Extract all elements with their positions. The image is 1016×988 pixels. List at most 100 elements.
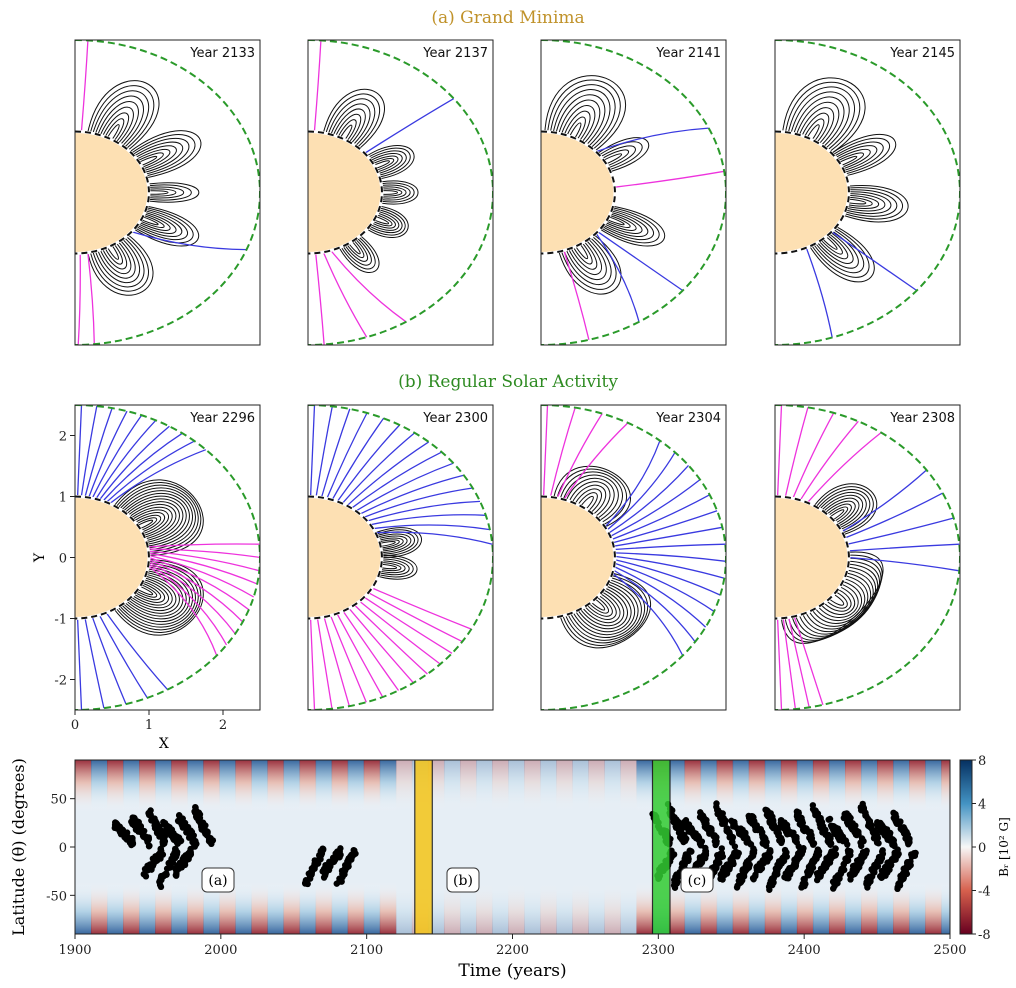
open-field-line	[348, 607, 414, 684]
open-field-line	[368, 592, 463, 643]
sunspot-cluster	[203, 828, 210, 835]
closed-field-line	[148, 190, 169, 195]
closed-field-line	[139, 213, 171, 231]
closed-field-line	[836, 148, 871, 170]
closed-field-line	[381, 184, 411, 201]
sunspot-cluster	[738, 873, 745, 880]
closed-field-line	[330, 103, 371, 145]
polar-field-stripe	[540, 760, 557, 934]
closed-field-line	[559, 572, 652, 649]
closed-field-line	[335, 113, 362, 143]
field-panel	[308, 405, 493, 710]
sunspot-cluster	[330, 858, 338, 865]
sunspot-cluster	[899, 827, 906, 834]
closed-field-line	[121, 566, 193, 625]
open-field-line	[336, 424, 401, 502]
closed-field-line	[575, 585, 632, 633]
sunspot-cluster	[762, 806, 769, 813]
x-tick-label: 2100	[350, 943, 383, 958]
open-field-line	[612, 572, 684, 656]
sunspot-cluster	[182, 855, 190, 863]
closed-field-line	[571, 484, 607, 515]
sunspot-cluster	[713, 834, 720, 841]
open-field-line	[611, 494, 710, 541]
closed-field-line	[92, 237, 145, 288]
closed-field-line	[89, 85, 155, 149]
panel-frame	[307, 404, 494, 711]
polar-field-stripe	[588, 760, 605, 934]
open-field-line	[595, 232, 640, 322]
open-field-line	[363, 596, 453, 654]
annotation-box	[201, 867, 235, 893]
open-field-line	[147, 565, 218, 656]
open-field-line	[91, 414, 143, 499]
x-tick-label: 1	[145, 718, 153, 733]
annotation-box	[680, 867, 714, 893]
sunspot-cluster	[828, 848, 835, 855]
sunspot-cluster	[145, 811, 153, 819]
x-axis-label: X	[159, 736, 169, 752]
open-field-line	[315, 253, 325, 345]
sunspot-cluster	[692, 831, 700, 838]
x-tick-label: 2	[219, 718, 227, 733]
closed-field-line	[821, 494, 864, 529]
open-field-line	[542, 405, 549, 497]
x-tick-label: 0	[71, 718, 79, 733]
closed-field-line	[847, 196, 873, 207]
closed-field-line	[136, 517, 157, 531]
open-field-line	[354, 604, 428, 675]
sunspot-cluster	[733, 884, 741, 891]
sunspot-cluster	[794, 853, 801, 860]
field-panel	[541, 40, 726, 345]
closed-field-line	[148, 188, 177, 197]
closed-field-line	[378, 537, 404, 550]
closed-field-line	[366, 145, 415, 180]
sunspot-cluster	[863, 812, 870, 820]
closed-field-line	[373, 160, 390, 169]
closed-field-line	[131, 506, 173, 538]
closed-field-line	[570, 241, 598, 270]
closed-field-line	[566, 116, 586, 140]
closed-field-line	[332, 108, 366, 144]
open-field-line	[336, 613, 384, 698]
closed-field-line	[327, 98, 376, 147]
field-panel	[775, 405, 960, 710]
closed-field-line	[828, 593, 845, 606]
closed-field-line	[822, 236, 838, 250]
open-field-line	[323, 616, 350, 707]
open-field-line	[606, 452, 676, 531]
polar-field-stripe	[379, 760, 397, 934]
sun	[308, 131, 382, 254]
closed-field-line	[565, 238, 607, 280]
closed-field-line	[377, 533, 412, 554]
closed-field-line	[839, 155, 858, 166]
sunspot-cluster	[897, 878, 904, 885]
closed-field-line	[569, 122, 582, 139]
polar-field-stripe	[476, 760, 493, 934]
open-field-line	[841, 469, 927, 533]
open-field-line	[563, 250, 590, 340]
closed-field-line	[832, 137, 891, 175]
closed-field-line	[826, 503, 852, 524]
sunspot-cluster	[721, 871, 728, 879]
sunspot-cluster	[152, 858, 159, 865]
panel-year: Year 2308	[889, 411, 955, 426]
closed-field-line	[148, 186, 184, 199]
closed-field-line	[92, 90, 150, 148]
panel-year: Year 2141	[655, 46, 721, 61]
open-field-line	[80, 405, 98, 497]
sunspot-cluster	[830, 826, 837, 834]
open-field-line	[320, 408, 351, 498]
sunspot-cluster	[882, 868, 890, 876]
polar-field-stripe	[845, 760, 862, 934]
sunspot-cluster	[673, 816, 680, 824]
sunspot-cluster	[193, 812, 200, 820]
sunspot-cluster	[890, 814, 898, 822]
closed-field-line	[602, 208, 655, 241]
closed-field-line	[560, 236, 617, 290]
closed-field-line	[604, 211, 643, 234]
open-field-line	[105, 612, 168, 691]
closed-field-line	[131, 577, 173, 609]
closed-field-line	[559, 471, 623, 523]
sunspot-cluster	[129, 840, 137, 848]
